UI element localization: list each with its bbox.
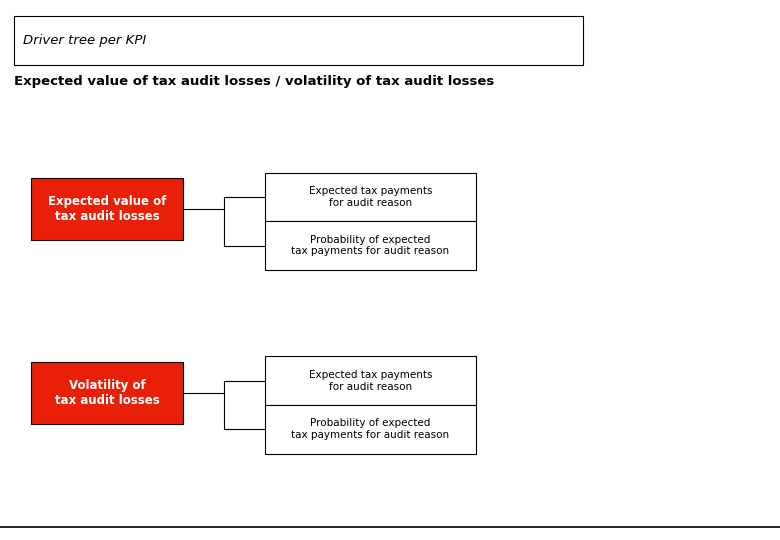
FancyBboxPatch shape	[265, 221, 476, 270]
FancyBboxPatch shape	[31, 362, 183, 424]
Text: Expected value of
tax audit losses: Expected value of tax audit losses	[48, 195, 166, 223]
FancyBboxPatch shape	[265, 173, 476, 221]
Text: Volatility of
tax audit losses: Volatility of tax audit losses	[55, 379, 160, 407]
Text: Probability of expected
tax payments for audit reason: Probability of expected tax payments for…	[292, 235, 449, 256]
Text: Expected value of tax audit losses / volatility of tax audit losses: Expected value of tax audit losses / vol…	[14, 75, 495, 87]
Text: Expected tax payments
for audit reason: Expected tax payments for audit reason	[309, 186, 432, 208]
FancyBboxPatch shape	[265, 356, 476, 405]
Text: Probability of expected
tax payments for audit reason: Probability of expected tax payments for…	[292, 418, 449, 440]
FancyBboxPatch shape	[31, 178, 183, 240]
Text: Driver tree per KPI: Driver tree per KPI	[23, 34, 147, 47]
Text: Expected tax payments
for audit reason: Expected tax payments for audit reason	[309, 370, 432, 392]
FancyBboxPatch shape	[14, 16, 583, 65]
FancyBboxPatch shape	[265, 405, 476, 454]
